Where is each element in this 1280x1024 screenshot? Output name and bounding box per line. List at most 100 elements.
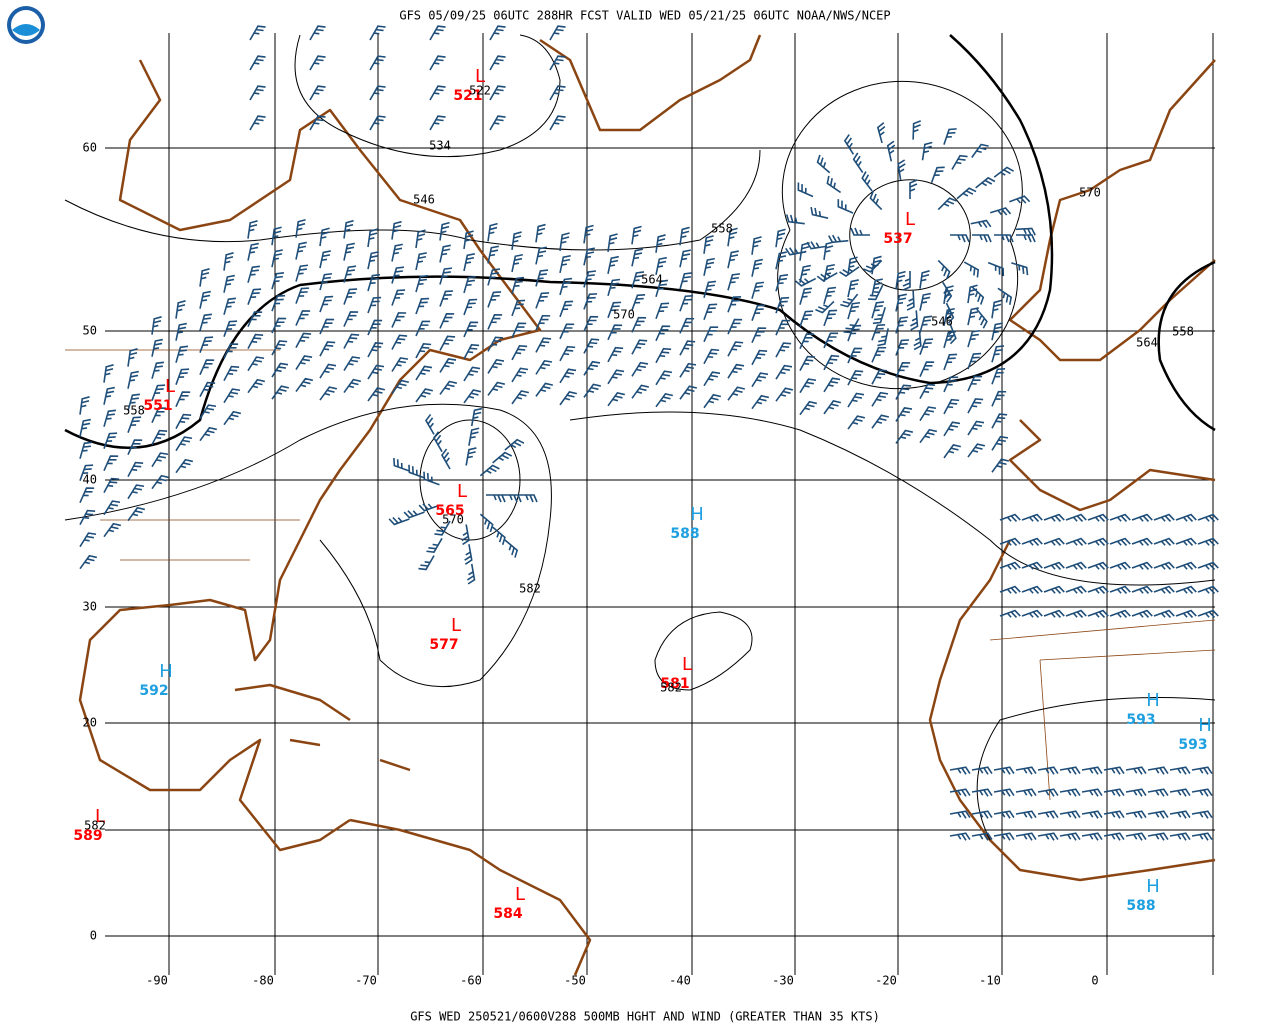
wind-barb xyxy=(1197,513,1219,522)
wind-barb xyxy=(1081,810,1103,819)
barb-shaft xyxy=(871,301,885,319)
barb-shaft xyxy=(937,259,951,280)
barb-shaft xyxy=(343,265,357,283)
barb-shaft xyxy=(408,464,425,479)
barb-shaft xyxy=(631,339,648,355)
wind-barb xyxy=(367,319,383,336)
wind-barb xyxy=(1009,195,1031,204)
wind-barb xyxy=(1016,234,1036,243)
barb-shaft xyxy=(1065,513,1087,522)
barb-shaft xyxy=(1147,766,1169,775)
wind-barb xyxy=(912,120,921,140)
barb-shaft xyxy=(175,322,187,341)
barb-shaft xyxy=(872,307,887,325)
wind-barb xyxy=(679,249,691,268)
barb-shaft xyxy=(631,248,643,267)
barb-shaft xyxy=(871,346,887,363)
barb-shaft xyxy=(1081,810,1103,819)
contour-label: 546 xyxy=(931,315,953,329)
barb-shaft xyxy=(295,287,310,304)
wind-barb xyxy=(535,246,547,265)
wind-barb xyxy=(479,464,500,477)
barb-shaft xyxy=(994,234,1014,243)
wind-barb xyxy=(823,377,841,393)
barb-shaft xyxy=(127,506,146,522)
wind-barb xyxy=(367,273,381,292)
barb-shaft xyxy=(948,323,957,345)
wind-barb xyxy=(1109,609,1131,618)
wind-barb xyxy=(151,429,168,446)
contour-label: 570 xyxy=(442,513,464,527)
wind-barb xyxy=(175,413,192,430)
barb-shaft xyxy=(295,332,312,348)
barb-shaft xyxy=(703,303,718,321)
lat-label: 20 xyxy=(83,716,97,730)
wind-barb xyxy=(367,342,384,358)
barb-shaft xyxy=(823,332,839,349)
wind-barb xyxy=(247,356,265,372)
barb-shaft xyxy=(703,326,719,343)
wind-barb xyxy=(1131,561,1153,570)
barb-shaft xyxy=(607,255,619,274)
wind-barb xyxy=(785,214,805,225)
wind-barb xyxy=(175,345,189,363)
barb-shaft xyxy=(607,346,624,363)
contour-label: 582 xyxy=(519,582,541,596)
wind-barb xyxy=(1015,227,1036,236)
barb-shaft xyxy=(1153,537,1175,546)
wind-barb xyxy=(631,339,648,355)
system-value: 581 xyxy=(660,676,689,692)
wind-barb xyxy=(223,252,234,271)
wind-barb xyxy=(679,340,696,356)
wind-barb xyxy=(1169,788,1191,797)
barb-shaft xyxy=(919,338,934,355)
system-value: 589 xyxy=(73,828,102,844)
barb-shaft xyxy=(463,366,481,382)
system-value: 537 xyxy=(883,231,912,247)
barb-shaft xyxy=(999,537,1021,546)
wind-barb xyxy=(999,609,1021,618)
wind-barb xyxy=(993,166,1014,178)
wind-barb xyxy=(295,287,310,304)
barb-shaft xyxy=(655,392,674,408)
barb-shaft xyxy=(1169,832,1191,841)
barb-shaft xyxy=(970,219,992,229)
barb-shaft xyxy=(415,320,431,337)
wind-barb xyxy=(919,361,935,377)
wind-barb xyxy=(369,115,386,131)
barb-shaft xyxy=(949,832,971,841)
barb-shaft xyxy=(271,271,285,290)
barb-shaft xyxy=(799,355,816,372)
barb-shaft xyxy=(439,358,457,373)
map-title: GFS 05/09/25 06UTC 288HR FCST VALID WED … xyxy=(399,9,890,23)
barb-shaft xyxy=(559,323,575,340)
wind-barb xyxy=(511,253,523,273)
wind-barb xyxy=(869,190,883,211)
barb-shaft xyxy=(751,258,763,277)
barb-shaft xyxy=(549,25,566,41)
wind-barb xyxy=(511,276,525,295)
barb-shaft xyxy=(823,241,834,260)
barb-shaft xyxy=(797,182,814,198)
barb-shaft xyxy=(823,377,841,393)
wind-barb xyxy=(847,347,863,364)
wind-barb xyxy=(943,398,960,415)
barb-shaft xyxy=(910,310,919,331)
barb-shaft xyxy=(271,249,283,268)
noaa-logo xyxy=(7,6,45,44)
wind-barb xyxy=(727,341,744,357)
wind-barb xyxy=(1081,832,1103,841)
wind-barb xyxy=(199,336,214,353)
system-letter: L xyxy=(451,615,461,636)
wind-barb xyxy=(199,290,211,309)
wind-barb xyxy=(823,286,837,305)
wind-barb xyxy=(103,477,120,494)
barb-shaft xyxy=(151,407,167,423)
barb-shaft xyxy=(369,85,386,101)
wind-barb xyxy=(463,321,479,338)
wind-barb xyxy=(175,300,186,319)
wind-barb xyxy=(463,230,474,250)
wind-barb xyxy=(223,365,240,382)
wind-barb xyxy=(871,301,885,319)
wind-barb xyxy=(103,409,117,427)
